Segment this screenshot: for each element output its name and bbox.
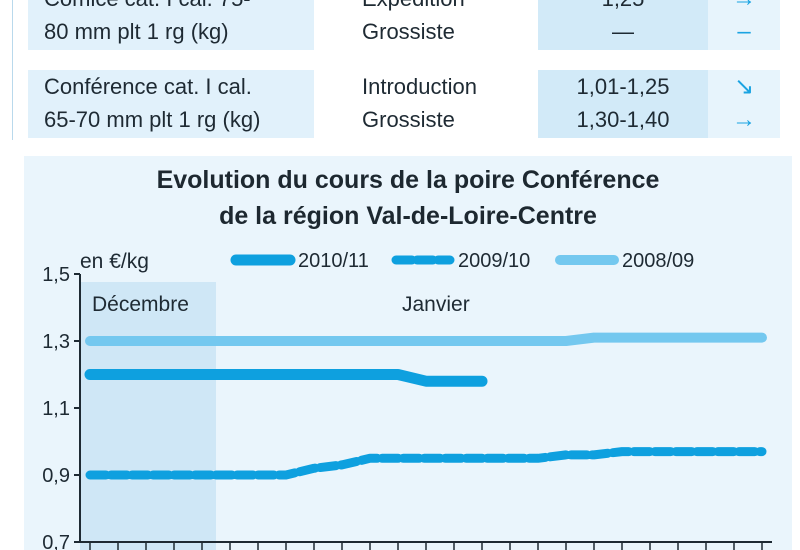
chart-title-line-1: Evolution du cours de la poire Conférenc… — [156, 166, 660, 194]
product-line: Conférence cat. I cal. — [44, 74, 252, 99]
product-line: 65-70 mm plt 1 rg (kg) — [44, 107, 261, 132]
chart-title-line-2: de la région Val-de-Loire-Centre — [219, 202, 597, 230]
series-line-2010-11 — [84, 369, 488, 387]
stage-cell: Expédition Grossiste — [348, 0, 538, 50]
legend-label: 2010/11 — [298, 250, 369, 272]
period-label-december: Décembre — [92, 293, 189, 316]
series-line-2009-10 — [85, 447, 767, 480]
stage-label: Expédition — [362, 0, 538, 15]
y-tick-label: 1,5 — [42, 264, 70, 286]
stage-cell: Introduction Grossiste — [348, 70, 538, 138]
price-cell: 1,25 — — [538, 0, 708, 50]
product-line: Comice cat. I cal. 75- — [44, 0, 314, 15]
december-band — [80, 282, 216, 550]
y-tick-label: 1,1 — [42, 398, 70, 420]
price-value: 1,25 — [538, 0, 708, 15]
stage-label: Grossiste — [362, 19, 455, 44]
price-value: 1,30-1,40 — [576, 107, 670, 132]
table-row: Comice cat. I cal. 75- 80 mm plt 1 rg (k… — [28, 0, 780, 50]
product-line: 80 mm plt 1 rg (kg) — [44, 19, 229, 44]
product-cell: Comice cat. I cal. 75- 80 mm plt 1 rg (k… — [28, 0, 314, 50]
table-left-border — [12, 0, 13, 140]
legend-label: 2009/10 — [458, 250, 530, 272]
chart-panel: Evolution du cours de la poire Conférenc… — [24, 156, 792, 550]
price-line-chart: 1,5 1,3 1,1 0,9 0,7 2010/11 2009/10 2008/09 en… — [42, 250, 772, 550]
price-value: — — [612, 19, 634, 44]
y-tick-label: 1,3 — [42, 331, 70, 353]
trend-cell: ↘ → — [708, 70, 780, 138]
series-line-2008-09 — [85, 332, 767, 346]
right-arrow-icon: → — [732, 106, 756, 133]
stage-label: Grossiste — [362, 107, 455, 132]
product-cell: Conférence cat. I cal. 65-70 mm plt 1 rg… — [28, 70, 314, 138]
price-value: 1,01-1,25 — [576, 74, 670, 99]
period-label-janvier: Janvier — [402, 293, 470, 316]
table-row: Conférence cat. I cal. 65-70 mm plt 1 rg… — [28, 70, 780, 138]
trend-cell: → – — [708, 0, 780, 50]
legend-label: 2008/09 — [622, 250, 694, 272]
price-table: Comice cat. I cal. 75- 80 mm plt 1 rg (k… — [0, 0, 800, 148]
down-right-arrow-icon: ↘ — [733, 73, 755, 100]
y-tick-label: 0,9 — [42, 465, 70, 487]
dash-icon: – — [737, 18, 751, 45]
price-cell: 1,01-1,25 1,30-1,40 — [538, 70, 708, 138]
stage-label: Introduction — [362, 74, 477, 99]
y-tick-label: 0,7 — [42, 532, 70, 550]
y-axis-unit-label: en €/kg — [80, 250, 149, 273]
right-arrow-icon: → — [708, 0, 780, 15]
